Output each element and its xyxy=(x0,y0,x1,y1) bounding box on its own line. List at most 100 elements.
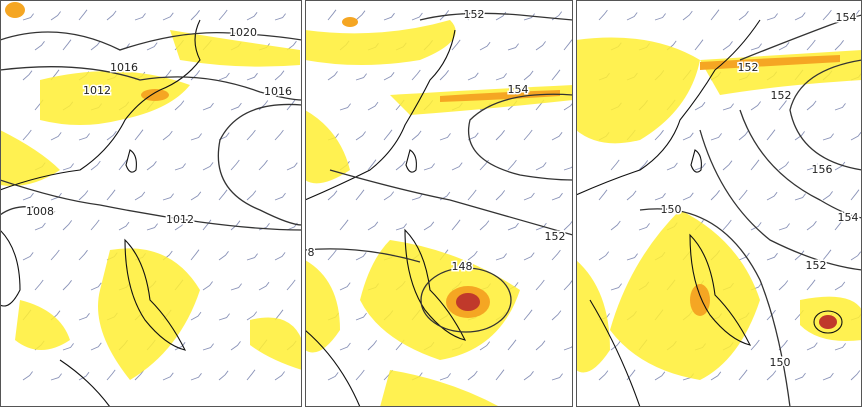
wind-barb xyxy=(778,99,788,111)
shading xyxy=(305,110,350,184)
wind-barb xyxy=(230,102,242,111)
wind-barb xyxy=(834,40,844,51)
coastline xyxy=(59,359,111,407)
wind-barb xyxy=(467,250,478,261)
wind-barb xyxy=(258,281,270,291)
coastline xyxy=(689,233,752,346)
coastline xyxy=(405,149,417,173)
wind-barb xyxy=(750,222,762,231)
wind-barb xyxy=(694,39,704,51)
wind-barb xyxy=(90,282,102,291)
shading xyxy=(305,20,456,65)
wind-barb xyxy=(355,312,367,321)
wind-barb xyxy=(523,70,534,81)
wind-barb xyxy=(62,39,72,51)
wind-barb xyxy=(778,339,788,351)
wind-barb xyxy=(218,313,230,321)
wind-barb xyxy=(90,342,102,351)
wind-barb xyxy=(258,100,269,111)
coastline xyxy=(305,329,361,407)
shading xyxy=(15,300,70,350)
wind-barb xyxy=(383,12,395,21)
wind-barb xyxy=(834,161,846,171)
wind-barb xyxy=(339,219,349,231)
wind-barb xyxy=(367,221,379,231)
wind-barb xyxy=(395,223,407,231)
contour xyxy=(419,12,573,21)
wind-barb xyxy=(327,190,338,201)
coastline xyxy=(589,299,641,407)
wind-barb xyxy=(598,9,608,21)
wind-barb xyxy=(355,73,367,81)
wind-barb xyxy=(535,279,545,291)
wind-barb xyxy=(78,371,90,381)
shading xyxy=(250,317,302,370)
wind-barb xyxy=(383,191,395,201)
wind-barb xyxy=(202,162,214,171)
wind-barb xyxy=(654,129,664,141)
coastline xyxy=(404,228,467,341)
wind-barb xyxy=(134,129,144,141)
wind-barb xyxy=(383,129,393,141)
wind-barb xyxy=(523,13,535,21)
wind-barb xyxy=(682,10,693,21)
contour xyxy=(0,206,56,216)
wind-barb xyxy=(274,371,285,381)
wind-barb xyxy=(218,189,228,201)
wind-barb xyxy=(722,160,733,171)
contour xyxy=(468,93,573,181)
wind-barb xyxy=(495,190,506,201)
wind-barb xyxy=(355,189,365,201)
wind-barb xyxy=(551,132,563,141)
contour xyxy=(739,109,862,219)
wind-barb xyxy=(507,159,517,171)
wind-barb xyxy=(778,280,789,291)
wind-barb xyxy=(246,72,258,81)
contour-label: 154 xyxy=(838,211,859,224)
coastline xyxy=(813,310,843,334)
panel: 154 152 152 156 154 150 152 150 xyxy=(576,0,862,407)
wind-barb xyxy=(439,70,449,81)
wind-barb xyxy=(654,13,666,21)
wind-barb xyxy=(451,162,463,171)
contour-label: 152 xyxy=(738,61,759,74)
shading xyxy=(360,240,520,360)
wind-barb xyxy=(479,41,491,51)
wind-barb xyxy=(563,279,573,291)
contour-label: 148 xyxy=(452,260,473,273)
wind-barb xyxy=(563,344,573,351)
wind-barb xyxy=(834,343,846,351)
shading xyxy=(610,210,760,380)
wind-barb xyxy=(218,72,230,81)
wind-barb xyxy=(439,373,451,381)
wind-barb xyxy=(710,133,722,141)
wind-barb xyxy=(850,251,862,261)
wind-barb xyxy=(806,220,817,231)
wind-barb xyxy=(78,313,90,321)
wind-barb xyxy=(523,371,534,381)
wind-barb xyxy=(479,341,491,351)
wind-barb xyxy=(626,190,637,201)
wind-barb xyxy=(274,129,284,141)
wind-barb xyxy=(174,342,186,351)
wind-barb xyxy=(766,13,778,21)
wind-barb xyxy=(722,103,734,111)
contour-label: 152 xyxy=(545,230,566,243)
shading xyxy=(40,71,190,125)
wind-barb xyxy=(766,370,777,381)
wind-barb xyxy=(218,251,229,261)
shading xyxy=(819,315,837,329)
contour xyxy=(0,31,302,51)
shading xyxy=(305,260,340,353)
wind-barb xyxy=(626,253,638,261)
wind-barb xyxy=(327,9,337,21)
wind-barb xyxy=(750,101,761,111)
wind-barb xyxy=(610,220,621,231)
wind-barb xyxy=(146,223,158,231)
wind-barb xyxy=(202,281,213,291)
contour xyxy=(739,14,862,61)
shading xyxy=(141,89,169,101)
wind-barb xyxy=(246,253,258,261)
